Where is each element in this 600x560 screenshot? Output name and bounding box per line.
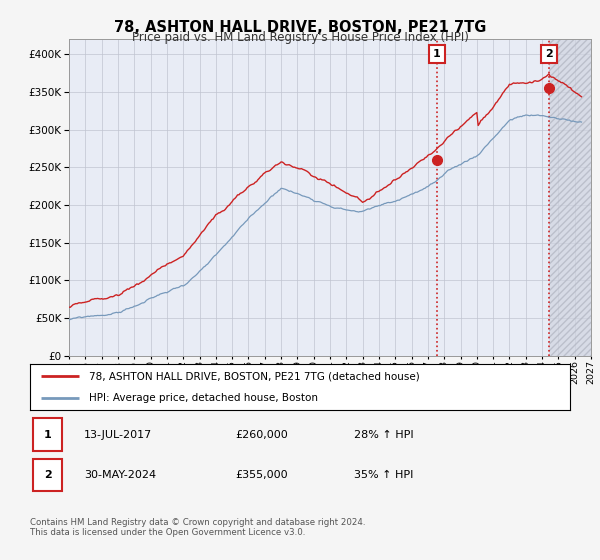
Text: Price paid vs. HM Land Registry's House Price Index (HPI): Price paid vs. HM Land Registry's House … [131,31,469,44]
Text: £355,000: £355,000 [235,470,288,480]
Text: 13-JUL-2017: 13-JUL-2017 [84,430,152,440]
Text: HPI: Average price, detached house, Boston: HPI: Average price, detached house, Bost… [89,393,319,403]
FancyBboxPatch shape [33,459,62,491]
Text: 2: 2 [545,49,553,59]
Text: 1: 1 [433,49,441,59]
Text: £260,000: £260,000 [235,430,288,440]
Text: 78, ASHTON HALL DRIVE, BOSTON, PE21 7TG: 78, ASHTON HALL DRIVE, BOSTON, PE21 7TG [114,20,486,35]
FancyBboxPatch shape [33,418,62,451]
Text: 2: 2 [44,470,52,480]
Text: 28% ↑ HPI: 28% ↑ HPI [354,430,413,440]
Text: 30-MAY-2024: 30-MAY-2024 [84,470,156,480]
Bar [549,39,591,356]
Text: 78, ASHTON HALL DRIVE, BOSTON, PE21 7TG (detached house): 78, ASHTON HALL DRIVE, BOSTON, PE21 7TG … [89,371,420,381]
Text: 35% ↑ HPI: 35% ↑ HPI [354,470,413,480]
Text: 1: 1 [44,430,52,440]
Text: Contains HM Land Registry data © Crown copyright and database right 2024.
This d: Contains HM Land Registry data © Crown c… [30,518,365,538]
